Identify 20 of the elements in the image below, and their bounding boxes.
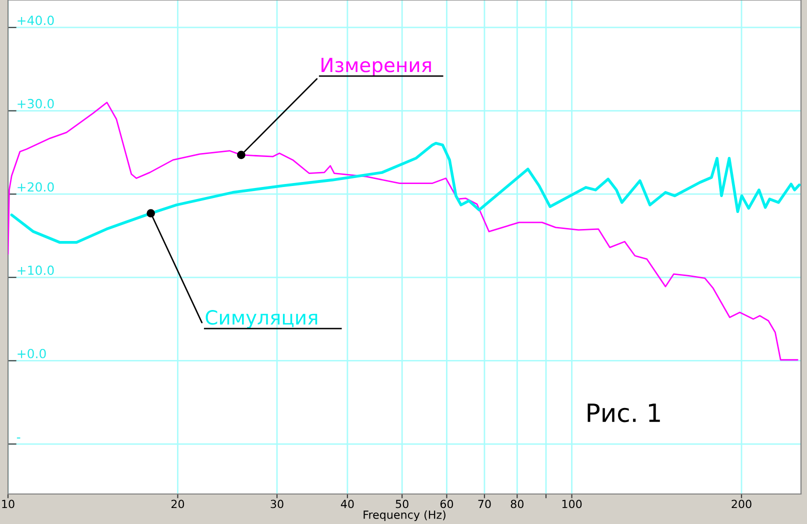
y-tick-label: +30.0 bbox=[18, 98, 54, 108]
y-tick-label: +20.0 bbox=[18, 182, 54, 192]
x-tick-label: 20 bbox=[171, 500, 184, 508]
x-tick-label: 70 bbox=[478, 500, 491, 508]
x-tick-label: 80 bbox=[510, 500, 524, 508]
annotation: Симуляция bbox=[206, 310, 318, 329]
y-tick-label: - bbox=[16, 437, 20, 438]
x-tick-label: 40 bbox=[340, 500, 354, 508]
x-tick-label: 60 bbox=[440, 500, 454, 508]
x-tick-label: 30 bbox=[270, 500, 284, 508]
x-tick-label: 10 bbox=[2, 500, 14, 508]
y-tick-label: +0.0 bbox=[18, 348, 46, 358]
x-tick-label: 50 bbox=[396, 500, 408, 508]
annotation: Рис. 1 bbox=[588, 404, 660, 422]
y-tick-label: +10.0 bbox=[18, 266, 54, 275]
x-axis-title: Frequency (Hz) bbox=[364, 510, 446, 522]
x-tick-label: 100 bbox=[562, 500, 582, 508]
annotation: Измерения bbox=[322, 58, 431, 76]
x-tick-label: 200 bbox=[732, 500, 752, 508]
y-tick-label: +40.0 bbox=[18, 16, 54, 26]
